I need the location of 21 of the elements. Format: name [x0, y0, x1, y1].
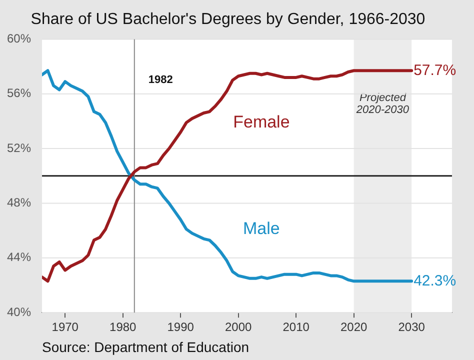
x-tick-label: 2030 — [398, 320, 426, 334]
chart-title: Share of US Bachelor's Degrees by Gender, 1966-2030 — [30, 11, 426, 28]
band-label: Projected 2020-2030 — [355, 92, 410, 116]
y-tick-label: 52% — [6, 140, 32, 155]
x-tick-label: 2020 — [340, 320, 368, 334]
x-tick-label: 1980 — [110, 320, 137, 334]
y-tick-label: 48% — [6, 196, 32, 210]
x-tick-label: 2010 — [282, 320, 310, 334]
ref-line-label: 1982 — [148, 74, 173, 86]
source-note: Source: Department of Education — [42, 339, 250, 355]
x-tick-label: 1990 — [167, 320, 194, 334]
y-tick-label: 56% — [6, 86, 32, 100]
y-tick-label: 40% — [6, 304, 32, 319]
data-label: 57.7% — [414, 62, 456, 79]
x-tick-label: 1970 — [52, 320, 79, 334]
x-tick-label: 2000 — [224, 320, 252, 334]
series-label: Female — [233, 112, 290, 132]
y-tick-label: 44% — [6, 250, 32, 264]
y-tick-label: 60% — [6, 32, 32, 46]
series-label: Male — [243, 218, 280, 238]
data-label: 42.3% — [414, 272, 456, 290]
